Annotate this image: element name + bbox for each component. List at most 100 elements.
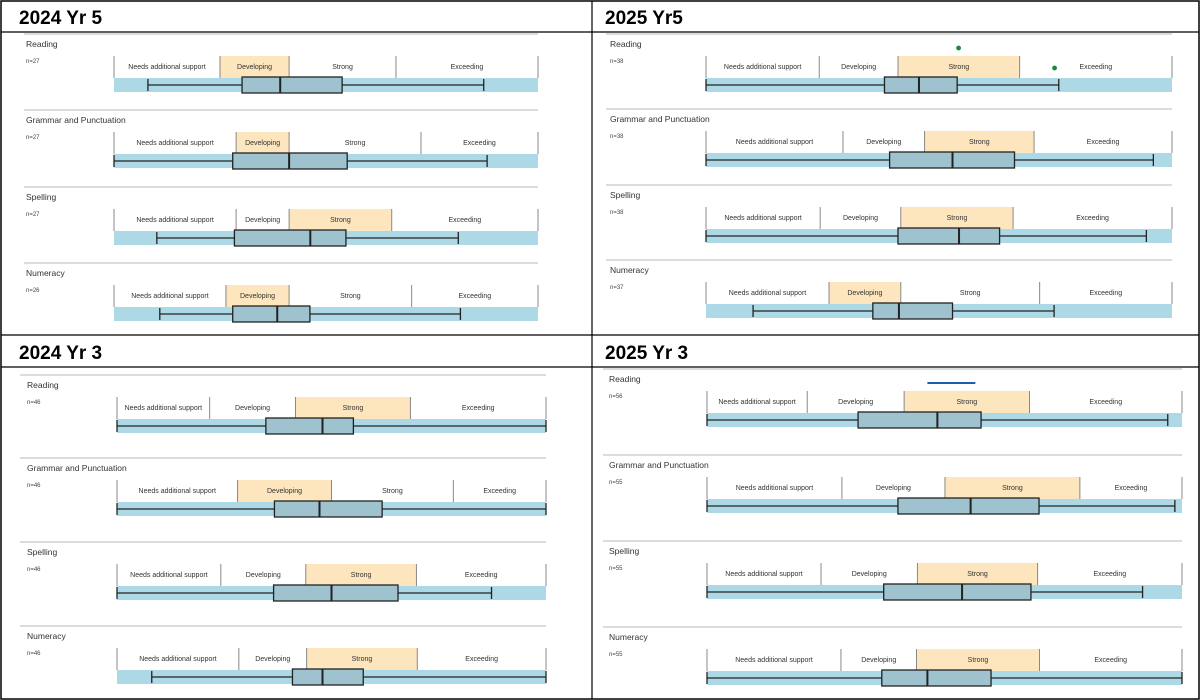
category-label: Developing xyxy=(235,405,270,412)
category-label: Strong xyxy=(351,572,372,579)
iqr-box xyxy=(857,411,982,429)
subject-name: Numeracy xyxy=(27,631,66,641)
iqr-box xyxy=(265,417,355,435)
subject-name: Numeracy xyxy=(610,265,649,275)
subject-name: Spelling xyxy=(27,547,58,557)
category-label: Exceeding xyxy=(449,217,482,224)
subject-name: Grammar and Punctuation xyxy=(27,463,127,473)
subject-row: Numeracy n=55 Needs additional support Deve… xyxy=(603,626,1183,687)
category-label: Developing xyxy=(267,488,302,495)
category-label: Needs additional support xyxy=(736,485,813,492)
subject-n: n=38 xyxy=(610,134,624,140)
subject-row: Spelling n=55 Needs additional support Deve… xyxy=(603,540,1183,601)
iqr-box xyxy=(232,305,311,323)
subject-row: Numeracy n=26 Needs additional support Deve… xyxy=(24,262,539,323)
category-label: Strong xyxy=(947,215,968,222)
highlight-block xyxy=(220,56,290,78)
panel-title-2025-yr5: 2025 Yr5 xyxy=(605,8,683,29)
category-label: Strong xyxy=(382,488,403,495)
category-label: Needs additional support xyxy=(130,572,207,579)
highlight-block xyxy=(897,56,1020,78)
highlight-block xyxy=(916,649,1040,671)
subject-n: n=46 xyxy=(27,400,41,406)
category-label: Strong xyxy=(960,290,981,297)
subject-n: n=38 xyxy=(610,210,624,216)
category-label: Strong xyxy=(969,139,990,146)
highlight-block xyxy=(900,207,1014,229)
category-label: Strong xyxy=(340,293,361,300)
iqr-box xyxy=(883,76,958,94)
panel-title-2024-yr5: 2024 Yr 5 xyxy=(19,8,103,29)
panel-title-2025-yr3: 2025 Yr 3 xyxy=(605,343,688,364)
subject-row: Spelling n=27 Needs additional support Deve… xyxy=(24,186,539,247)
category-label: Needs additional support xyxy=(136,217,213,224)
subject-n: n=27 xyxy=(26,59,40,65)
category-label: Strong xyxy=(948,64,969,71)
category-label: Exceeding xyxy=(458,293,491,300)
subject-n: n=27 xyxy=(26,212,40,218)
category-label: Exceeding xyxy=(451,64,484,71)
subject-row: Numeracy n=46 Needs additional support Deve… xyxy=(20,625,547,686)
subject-n: n=26 xyxy=(26,288,40,294)
category-label: Exceeding xyxy=(465,656,498,663)
category-label: Developing xyxy=(240,293,275,300)
category-label: Developing xyxy=(843,215,878,222)
subject-n: n=46 xyxy=(27,483,41,489)
subject-row: Reading n=38 Needs additional support Devel… xyxy=(606,33,1173,94)
subject-n: n=37 xyxy=(610,285,624,291)
category-label: Needs additional support xyxy=(724,215,801,222)
category-label: Developing xyxy=(838,399,873,406)
category-label: Developing xyxy=(245,140,280,147)
subject-name: Reading xyxy=(26,39,58,49)
category-label: Needs additional support xyxy=(736,139,813,146)
subject-n: n=46 xyxy=(27,651,41,657)
subject-name: Spelling xyxy=(609,546,640,556)
subject-name: Numeracy xyxy=(609,632,648,642)
highlight-block xyxy=(944,477,1080,499)
iqr-box xyxy=(241,76,343,94)
category-label: Exceeding xyxy=(462,405,495,412)
subject-name: Reading xyxy=(610,39,642,49)
subject-n: n=38 xyxy=(610,59,624,65)
subject-row: Grammar and Punctuation n=46 Needs additio… xyxy=(20,457,547,518)
highlight-block xyxy=(236,132,290,154)
subject-row: Spelling n=46 Needs additional support Deve… xyxy=(20,541,547,602)
highlight-block xyxy=(295,397,411,419)
category-label: Developing xyxy=(245,217,280,224)
subject-n: n=55 xyxy=(609,566,623,572)
category-label: Exceeding xyxy=(1115,485,1148,492)
category-label: Developing xyxy=(852,571,887,578)
category-label: Needs additional support xyxy=(139,656,216,663)
iqr-box xyxy=(273,500,383,518)
subject-name: Spelling xyxy=(26,192,57,202)
category-label: Strong xyxy=(968,657,989,664)
category-label: Developing xyxy=(866,139,901,146)
subject-row: Reading n=27 Needs additional support Devel… xyxy=(24,33,539,94)
category-label: Developing xyxy=(861,657,896,664)
subject-row: Grammar and Punctuation n=38 Needs additio… xyxy=(606,108,1173,169)
subject-n: n=46 xyxy=(27,567,41,573)
subject-row: Reading n=56 Needs additional support Devel… xyxy=(603,368,1183,429)
iqr-box xyxy=(881,669,992,687)
category-label: Developing xyxy=(876,485,911,492)
category-label: Exceeding xyxy=(1079,64,1112,71)
category-label: Exceeding xyxy=(463,140,496,147)
category-label: Exceeding xyxy=(1093,571,1126,578)
marker-dot xyxy=(1052,65,1057,71)
marker-dot xyxy=(956,45,961,51)
iqr-box xyxy=(272,584,399,602)
iqr-box xyxy=(233,229,347,247)
subject-n: n=56 xyxy=(609,394,623,400)
category-label: Needs additional support xyxy=(724,64,801,71)
category-label: Developing xyxy=(246,572,281,579)
highlight-block xyxy=(237,480,332,502)
category-label: Strong xyxy=(332,64,353,71)
category-label: Exceeding xyxy=(1087,139,1120,146)
subject-n: n=55 xyxy=(609,480,623,486)
category-label: Strong xyxy=(345,140,366,147)
category-label: Exceeding xyxy=(1089,290,1122,297)
category-label: Exceeding xyxy=(1094,657,1127,664)
highlight-block xyxy=(225,285,290,307)
iqr-box xyxy=(291,668,364,686)
